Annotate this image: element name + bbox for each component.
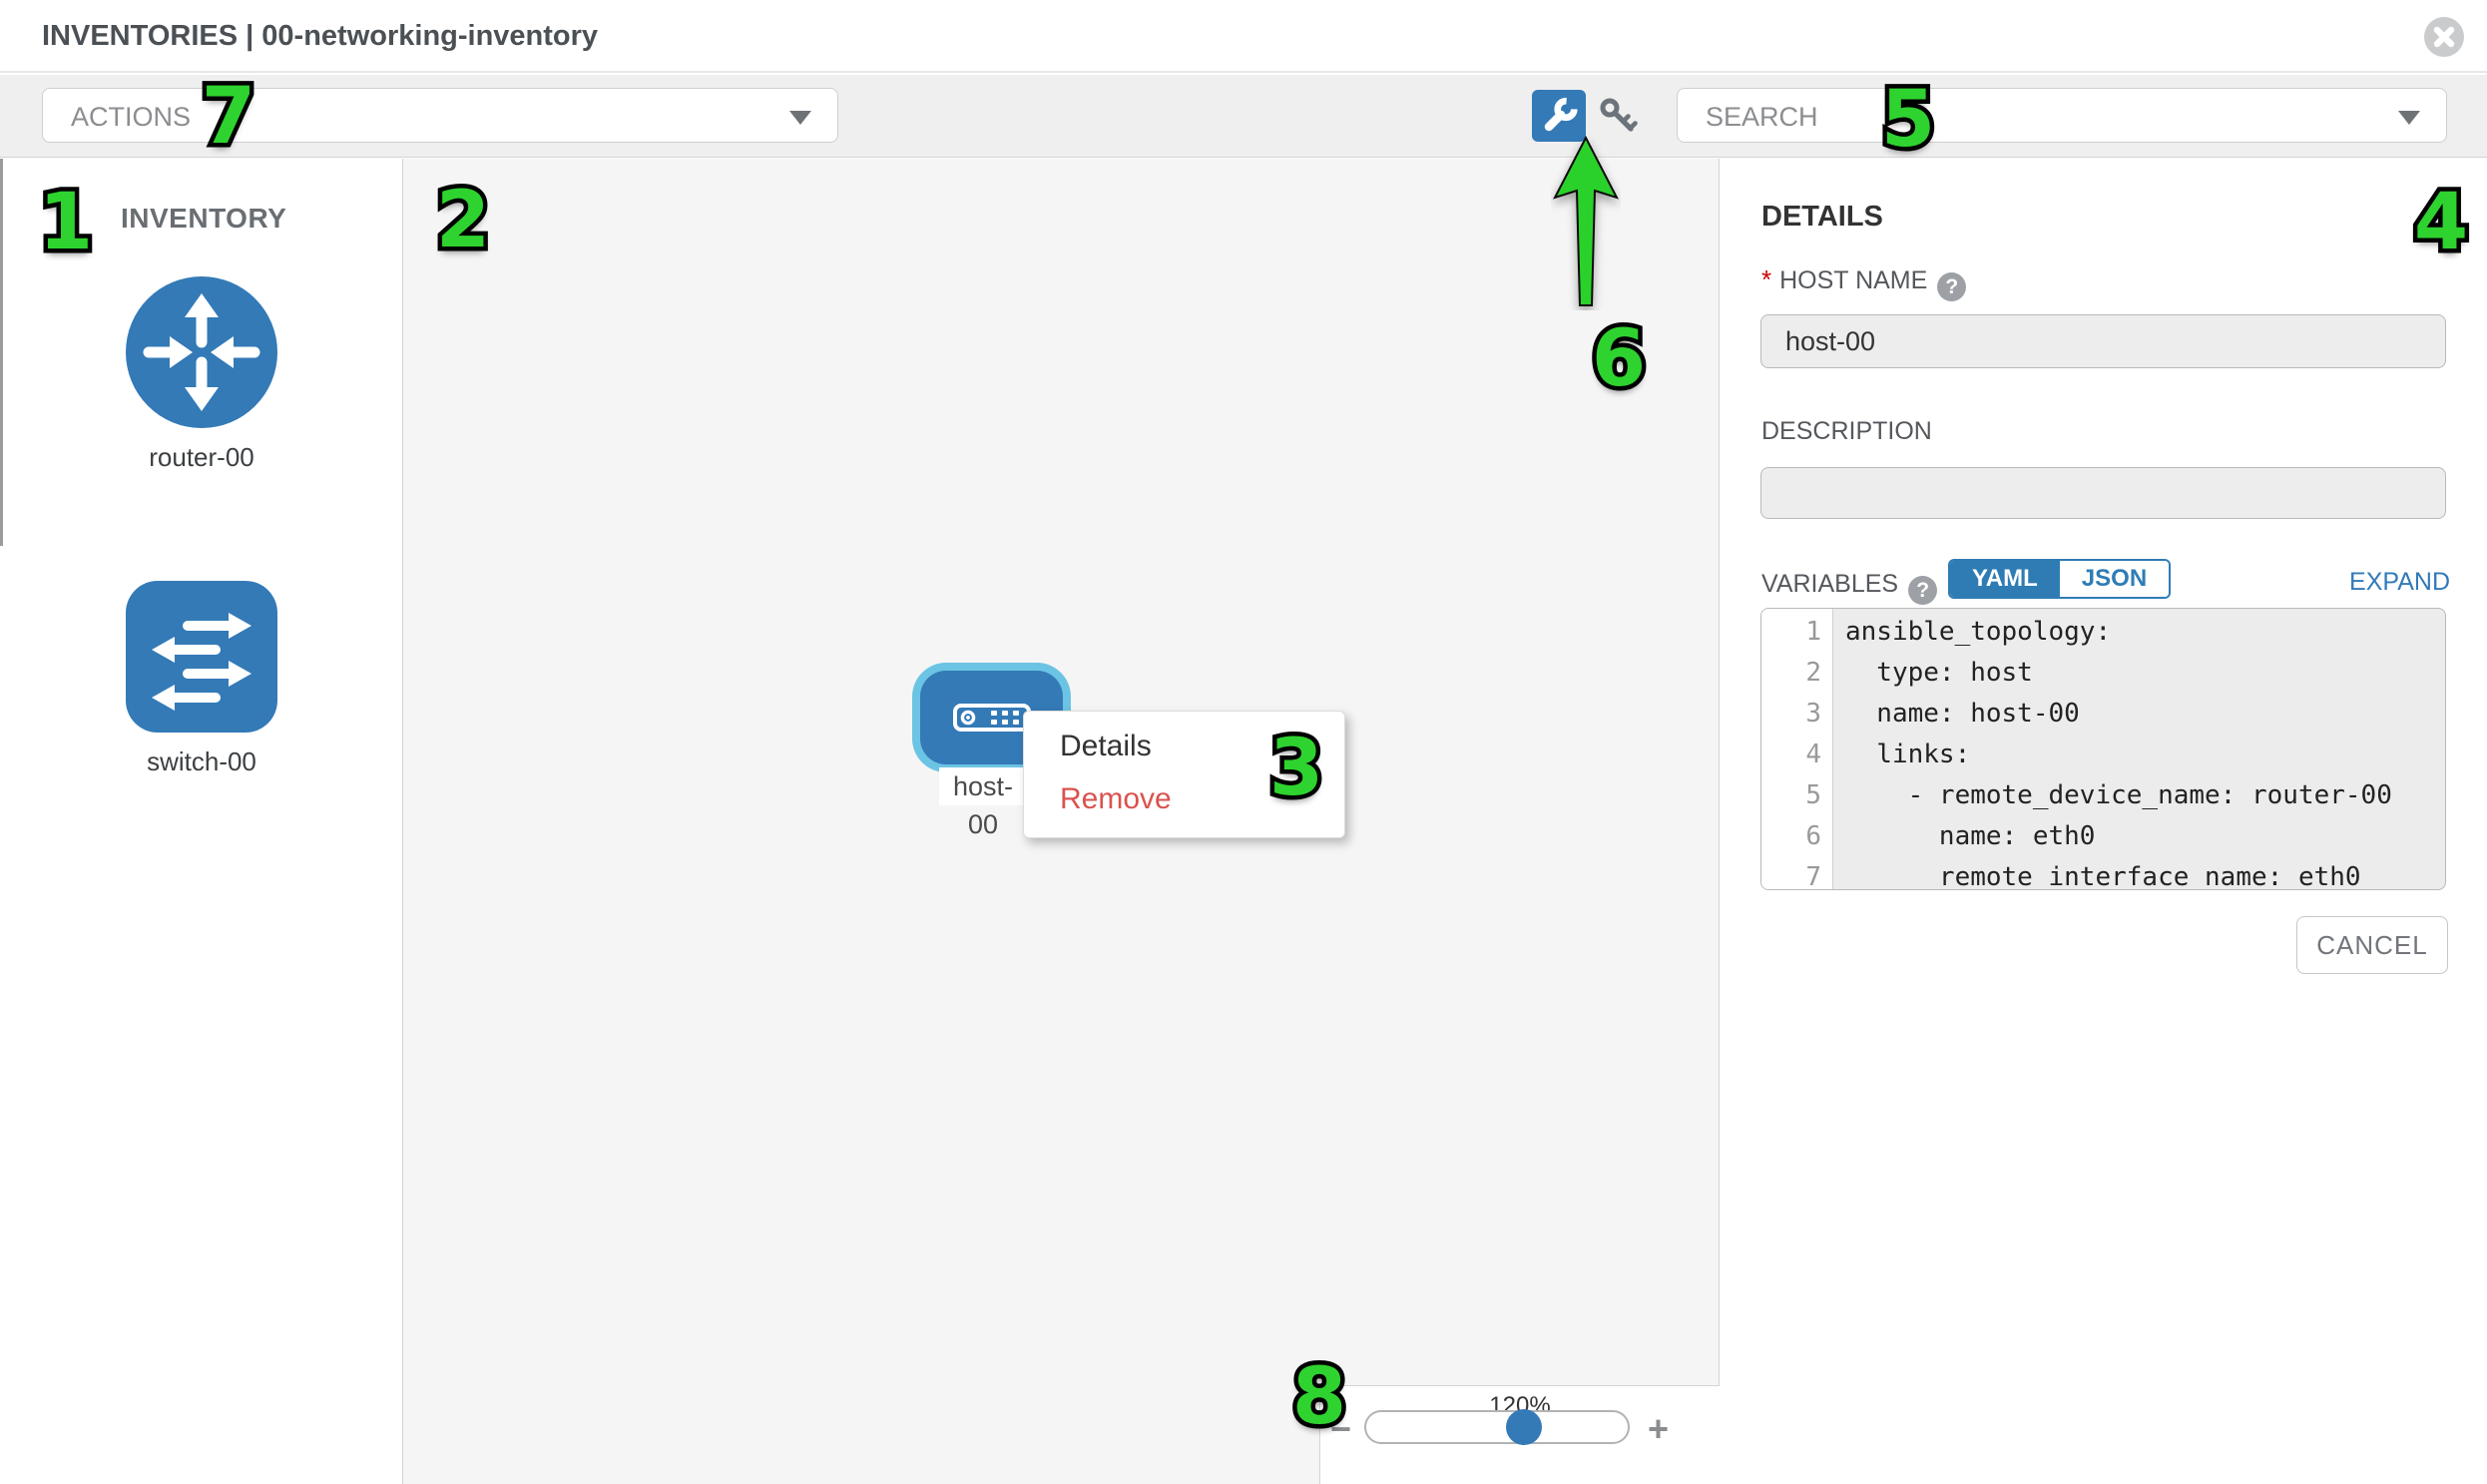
switch-icon: [126, 581, 277, 733]
key-icon: [1600, 98, 1638, 132]
code-line: remote_interface_name: eth0: [1845, 862, 2361, 890]
host-name-input[interactable]: [1760, 314, 2446, 368]
help-icon[interactable]: ?: [1937, 272, 1967, 301]
zoom-out-button[interactable]: −: [1330, 1408, 1352, 1449]
description-input[interactable]: [1760, 467, 2446, 519]
host-node-label: host-00: [939, 767, 1027, 839]
sidebar-title: INVENTORY: [121, 203, 287, 234]
search-dropdown-label: SEARCH: [1706, 102, 1818, 132]
sidebar-item-switch-00[interactable]: switch-00: [126, 581, 277, 777]
annotation-1: 1: [34, 178, 97, 267]
router-icon: [126, 276, 277, 428]
context-menu-item-remove[interactable]: Remove: [1060, 782, 1172, 815]
help-icon[interactable]: ?: [1908, 576, 1938, 605]
wrench-button[interactable]: [1532, 90, 1586, 142]
editor-gutter: [1761, 609, 1833, 889]
zoom-slider[interactable]: [1364, 1409, 1630, 1445]
line-number: 3: [1805, 699, 1821, 729]
host-icon: [952, 704, 1031, 732]
node-label: switch-00: [147, 746, 256, 776]
variables-code-editor[interactable]: 1 ansible_topology: 2 type: host 3 name:…: [1760, 608, 2446, 890]
host-name-label: HOST NAME: [1779, 266, 1928, 294]
variables-label: VARIABLES: [1761, 570, 1899, 598]
toolbar: ACTIONS SEARCH: [0, 75, 2487, 158]
node-label: router-00: [149, 442, 254, 472]
line-number: 7: [1805, 862, 1821, 890]
close-icon: [2424, 17, 2464, 57]
key-button[interactable]: [1595, 93, 1643, 141]
page-title: INVENTORIES | 00-networking-inventory: [42, 20, 599, 52]
chevron-down-icon: [789, 111, 811, 125]
line-number: 4: [1805, 740, 1821, 769]
sidebar-scrollbar[interactable]: [0, 159, 3, 546]
details-panel-title: DETAILS: [1761, 201, 1883, 233]
chevron-down-icon: [2398, 111, 2420, 125]
code-line: type: host: [1845, 658, 2033, 688]
variables-format-toggle: YAML JSON: [1948, 559, 2172, 599]
close-button[interactable]: [2423, 16, 2465, 58]
code-line: ansible_topology:: [1845, 617, 2112, 647]
sidebar-item-router-00[interactable]: router-00: [126, 276, 277, 473]
inventory-sidebar: INVENTORY router-00: [0, 159, 403, 1484]
tab-json[interactable]: JSON: [2059, 561, 2170, 597]
line-number: 5: [1805, 780, 1821, 810]
line-number: 6: [1805, 821, 1821, 851]
line-number: 2: [1805, 658, 1821, 688]
context-menu: Details Remove: [1023, 711, 1345, 838]
annotation-5: 5: [1876, 75, 1939, 165]
search-dropdown[interactable]: SEARCH: [1677, 88, 2447, 143]
annotation-arrow-up: [1551, 135, 1621, 315]
cancel-button[interactable]: CANCEL: [2296, 916, 2448, 974]
window-header: INVENTORIES | 00-networking-inventory: [0, 0, 2487, 73]
annotation-7: 7: [197, 72, 259, 162]
expand-link[interactable]: EXPAND: [2349, 568, 2450, 596]
annotation-8: 8: [1287, 1352, 1350, 1442]
required-asterisk: *: [1761, 264, 1772, 294]
variables-label-row: VARIABLES?: [1761, 570, 1938, 605]
code-line: name: eth0: [1845, 821, 2096, 851]
code-line: name: host-00: [1845, 699, 2080, 729]
annotation-3: 3: [1264, 724, 1327, 813]
code-line: - remote_device_name: router-00: [1845, 780, 2392, 810]
wrench-icon: [1544, 97, 1578, 132]
actions-dropdown-label: ACTIONS: [71, 102, 192, 132]
zoom-slider-thumb[interactable]: [1506, 1409, 1542, 1445]
zoom-in-button[interactable]: +: [1648, 1408, 1670, 1449]
zoom-control: 120% − +: [1319, 1385, 1720, 1484]
context-menu-item-details[interactable]: Details: [1060, 730, 1152, 762]
code-line: links:: [1845, 740, 1971, 769]
actions-dropdown[interactable]: ACTIONS: [42, 88, 838, 143]
annotation-2: 2: [431, 176, 494, 265]
host-name-label-row: * HOST NAME?: [1761, 264, 1967, 301]
details-panel: DETAILS *HOST NAME? DESCRIPTION VARIABLE…: [1721, 159, 2487, 1484]
tab-yaml[interactable]: YAML: [1950, 561, 2060, 597]
topology-canvas[interactable]: host-00 Details Remove 120% − +: [403, 159, 1720, 1484]
line-number: 1: [1805, 617, 1821, 647]
annotation-4: 4: [2409, 178, 2472, 267]
annotation-6: 6: [1587, 314, 1650, 404]
description-label: DESCRIPTION: [1761, 417, 1932, 445]
